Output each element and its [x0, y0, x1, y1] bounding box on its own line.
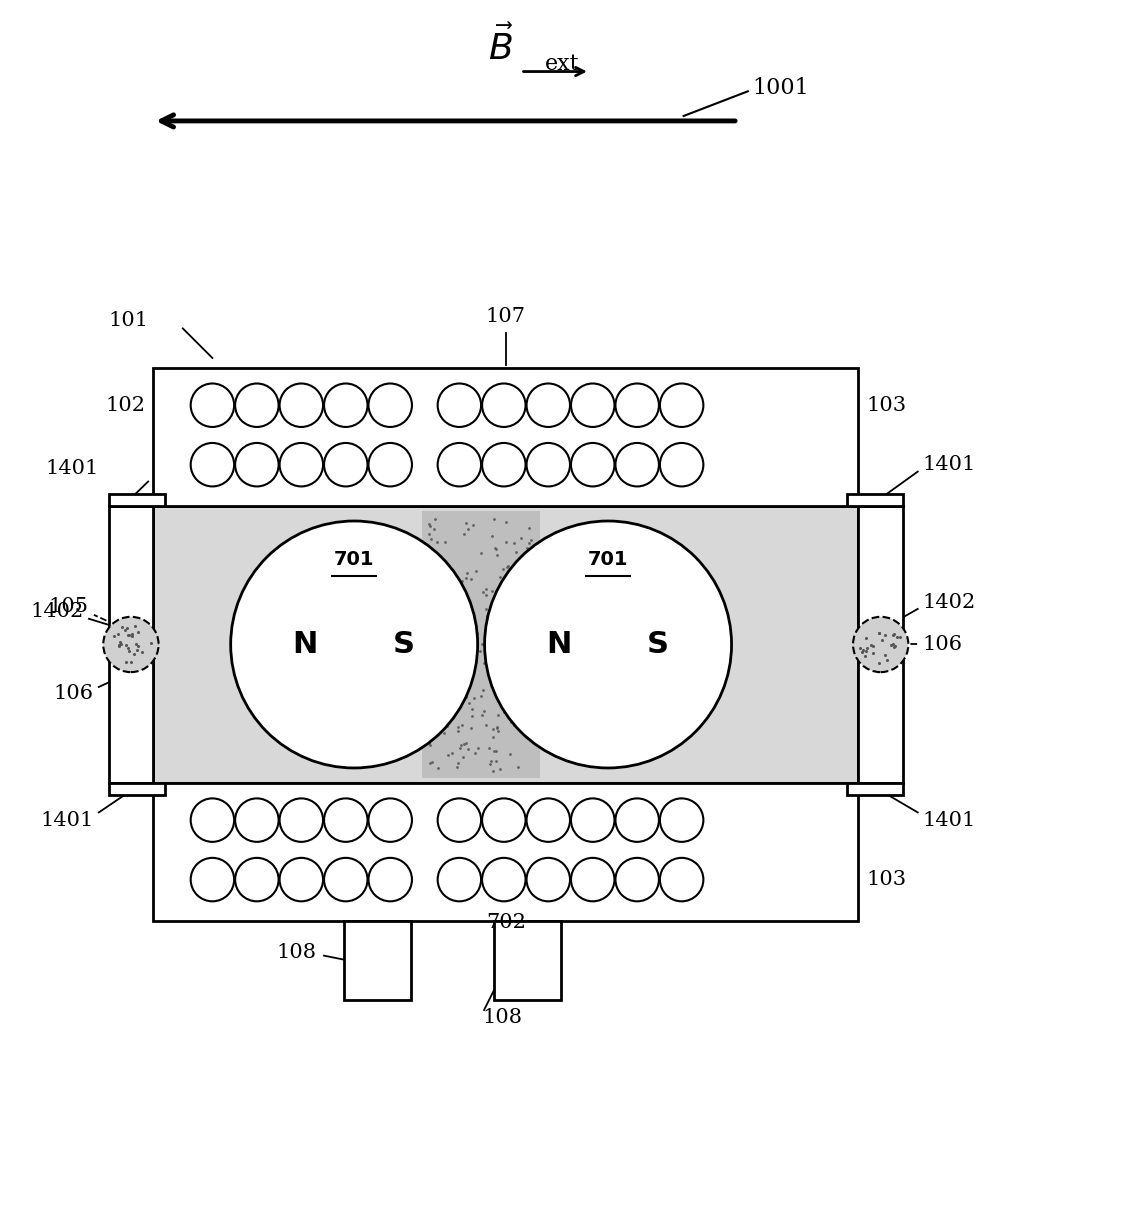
Bar — [153, 368, 859, 506]
Bar — [108, 783, 164, 794]
Bar — [108, 494, 164, 506]
Text: 701: 701 — [333, 551, 375, 570]
Text: N: N — [546, 630, 571, 659]
Text: 108: 108 — [276, 944, 316, 962]
Bar — [344, 921, 411, 1000]
Text: 105: 105 — [49, 598, 89, 617]
Text: 1402: 1402 — [923, 593, 976, 611]
Text: ext: ext — [546, 53, 580, 75]
Bar — [846, 494, 903, 506]
Text: S: S — [393, 630, 415, 659]
Text: 103: 103 — [867, 395, 907, 415]
Text: N: N — [292, 630, 317, 659]
Text: S: S — [646, 630, 668, 659]
Text: 101: 101 — [108, 311, 148, 330]
Bar — [859, 506, 903, 783]
Circle shape — [484, 521, 732, 768]
Bar — [108, 506, 153, 783]
Text: 1401: 1401 — [40, 811, 94, 830]
Text: 106: 106 — [54, 684, 94, 704]
Text: 102: 102 — [105, 395, 145, 415]
Text: 1001: 1001 — [753, 77, 810, 99]
Text: 1401: 1401 — [923, 455, 976, 475]
Bar — [494, 921, 561, 1000]
Bar — [139, 634, 155, 656]
Text: 701: 701 — [588, 551, 628, 570]
Circle shape — [103, 617, 159, 672]
Text: 1401: 1401 — [46, 459, 99, 478]
Text: $\vec{B}$: $\vec{B}$ — [489, 25, 514, 66]
Text: 1401: 1401 — [923, 811, 976, 830]
Text: 702: 702 — [485, 913, 525, 933]
Text: 107: 107 — [485, 307, 525, 327]
Bar — [846, 783, 903, 794]
Text: 1402: 1402 — [31, 602, 85, 622]
Bar — [856, 634, 870, 656]
Text: 103: 103 — [867, 870, 907, 889]
Bar — [423, 511, 540, 778]
Bar — [153, 783, 859, 921]
Circle shape — [853, 617, 908, 672]
Bar — [153, 506, 859, 783]
Text: 108: 108 — [482, 1009, 522, 1028]
Text: 106: 106 — [923, 635, 963, 654]
Circle shape — [231, 521, 477, 768]
